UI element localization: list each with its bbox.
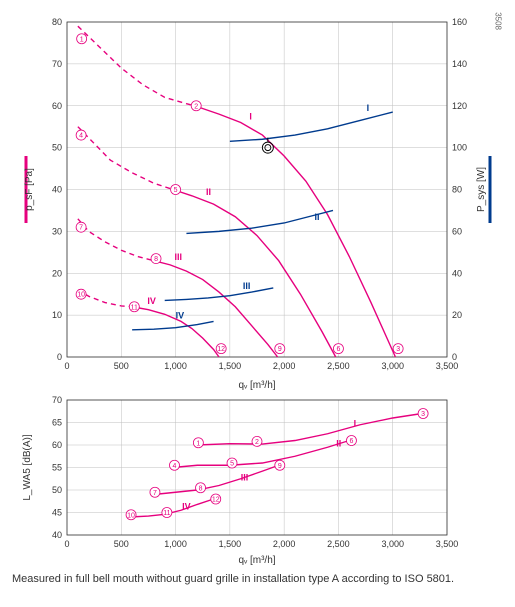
svg-text:qᵥ [m³/h]: qᵥ [m³/h] (238, 380, 275, 391)
svg-text:0: 0 (64, 361, 69, 371)
svg-text:IV: IV (182, 502, 191, 512)
svg-text:3: 3 (396, 346, 400, 353)
svg-text:I: I (249, 112, 252, 122)
svg-text:1: 1 (80, 36, 84, 43)
svg-text:100: 100 (452, 143, 467, 153)
svg-text:7: 7 (153, 490, 157, 497)
svg-text:9: 9 (278, 346, 282, 353)
svg-text:4: 4 (173, 463, 177, 470)
svg-text:2: 2 (194, 103, 198, 110)
svg-text:II: II (315, 212, 320, 222)
top-chart-svg: 8350805001,0001,5002,0002,5003,0003,5000… (12, 12, 502, 392)
svg-text:160: 160 (452, 17, 467, 27)
svg-text:11: 11 (131, 304, 138, 311)
svg-text:70: 70 (52, 59, 62, 69)
svg-text:L_WA5 [dB(A)]: L_WA5 [dB(A)] (22, 434, 33, 501)
svg-text:60: 60 (452, 226, 462, 236)
svg-text:P_sys [W]: P_sys [W] (476, 167, 487, 212)
svg-text:qᵥ [m³/h]: qᵥ [m³/h] (238, 555, 275, 566)
svg-text:80: 80 (452, 185, 462, 195)
svg-text:500: 500 (114, 539, 129, 549)
svg-text:IV: IV (176, 310, 185, 320)
svg-text:I: I (367, 103, 370, 113)
svg-text:3,500: 3,500 (436, 361, 459, 371)
svg-text:3,000: 3,000 (381, 539, 404, 549)
svg-text:80: 80 (52, 17, 62, 27)
svg-text:20: 20 (52, 268, 62, 278)
svg-text:50: 50 (52, 143, 62, 153)
svg-text:8: 8 (154, 256, 158, 263)
svg-text:0: 0 (57, 352, 62, 362)
svg-text:3,000: 3,000 (381, 361, 404, 371)
svg-text:40: 40 (52, 530, 62, 540)
svg-text:83508: 83508 (494, 12, 503, 31)
svg-text:3: 3 (421, 411, 425, 418)
svg-text:20: 20 (452, 310, 462, 320)
svg-text:II: II (206, 187, 211, 197)
svg-text:IV: IV (147, 296, 156, 306)
svg-text:7: 7 (79, 225, 83, 232)
svg-text:11: 11 (163, 510, 170, 517)
svg-text:2,000: 2,000 (273, 539, 296, 549)
svg-text:120: 120 (452, 101, 467, 111)
svg-text:II: II (336, 439, 341, 449)
svg-text:5: 5 (174, 187, 178, 194)
caption-text: Measured in full bell mouth without guar… (12, 573, 503, 585)
svg-text:10: 10 (77, 292, 85, 299)
svg-text:p_sF [Pa]: p_sF [Pa] (24, 168, 35, 211)
svg-text:40: 40 (452, 268, 462, 278)
sound-chart: 05001,0001,5002,0002,5003,0003,500404550… (12, 392, 503, 567)
svg-text:9: 9 (278, 463, 282, 470)
svg-text:45: 45 (52, 508, 62, 518)
svg-text:4: 4 (79, 133, 83, 140)
svg-text:60: 60 (52, 440, 62, 450)
svg-text:6: 6 (336, 346, 340, 353)
svg-text:140: 140 (452, 59, 467, 69)
svg-text:10: 10 (52, 310, 62, 320)
svg-text:1,500: 1,500 (219, 539, 242, 549)
bottom-chart-svg: 05001,0001,5002,0002,5003,0003,500404550… (12, 392, 502, 567)
svg-text:III: III (243, 281, 251, 291)
svg-text:III: III (174, 252, 182, 262)
svg-text:10: 10 (127, 512, 135, 519)
svg-text:70: 70 (52, 395, 62, 405)
svg-text:12: 12 (212, 497, 220, 504)
svg-text:60: 60 (52, 101, 62, 111)
svg-text:1: 1 (196, 440, 200, 447)
svg-text:50: 50 (52, 485, 62, 495)
svg-text:1,500: 1,500 (219, 361, 242, 371)
svg-text:5: 5 (230, 461, 234, 468)
svg-text:1,000: 1,000 (164, 539, 187, 549)
svg-text:2,000: 2,000 (273, 361, 296, 371)
svg-text:500: 500 (114, 361, 129, 371)
svg-text:III: III (241, 472, 249, 482)
svg-text:3,500: 3,500 (436, 539, 459, 549)
svg-text:1,000: 1,000 (164, 361, 187, 371)
svg-text:2,500: 2,500 (327, 361, 350, 371)
svg-text:2: 2 (255, 439, 259, 446)
svg-text:65: 65 (52, 418, 62, 428)
svg-text:30: 30 (52, 226, 62, 236)
svg-text:55: 55 (52, 463, 62, 473)
svg-text:40: 40 (52, 185, 62, 195)
svg-text:12: 12 (217, 346, 225, 353)
svg-text:I: I (354, 418, 357, 428)
svg-text:8: 8 (199, 485, 203, 492)
svg-text:2,500: 2,500 (327, 539, 350, 549)
svg-text:6: 6 (350, 438, 354, 445)
performance-chart: 8350805001,0001,5002,0002,5003,0003,5000… (12, 12, 503, 392)
svg-text:0: 0 (452, 352, 457, 362)
svg-text:0: 0 (64, 539, 69, 549)
